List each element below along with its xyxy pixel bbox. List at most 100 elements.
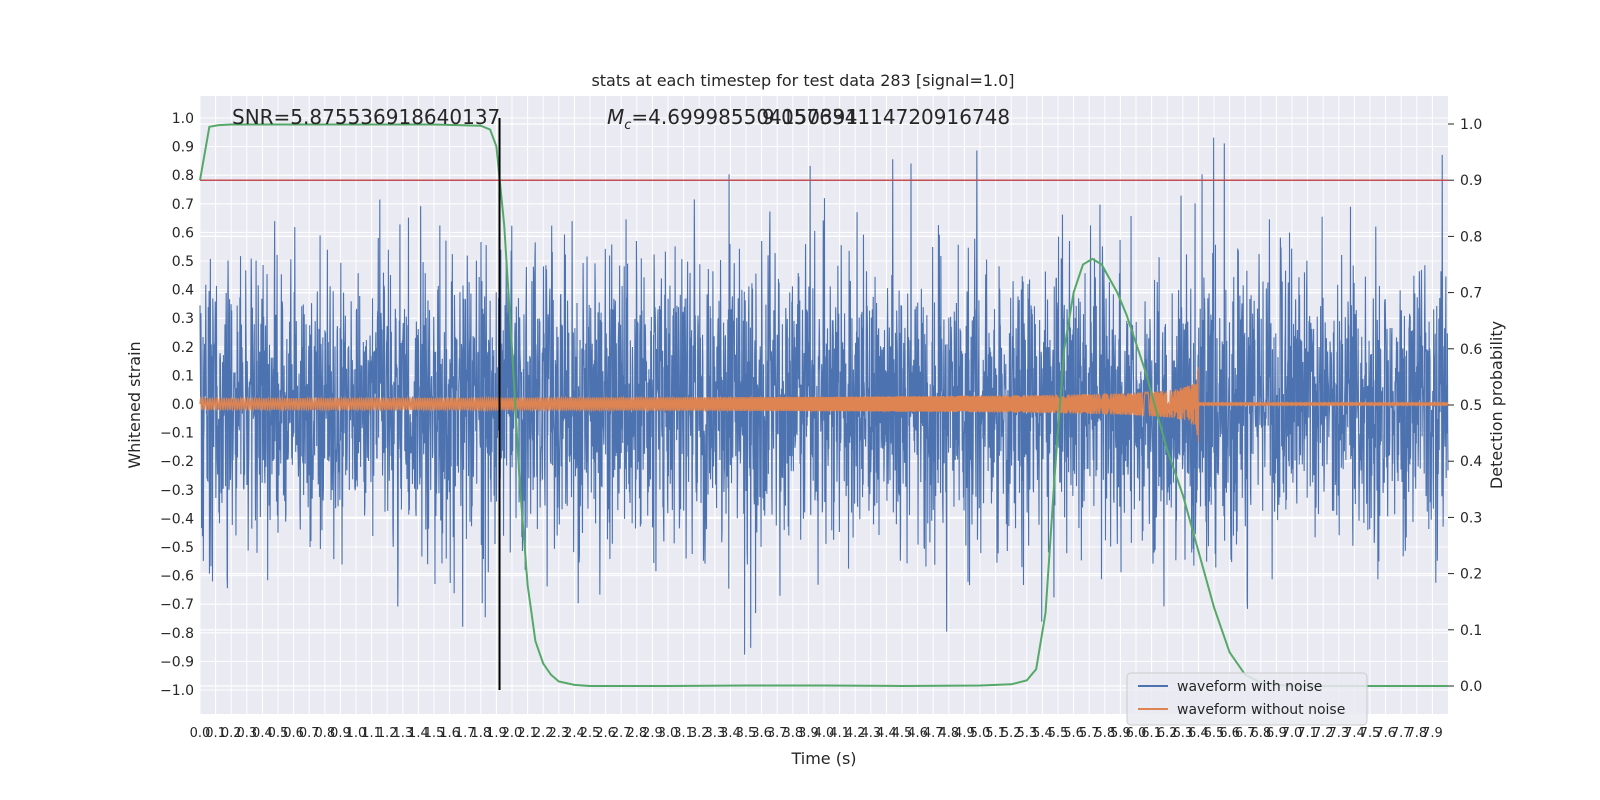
x-tick-label: 1.0 (346, 726, 367, 741)
x-tick-label: 2.6 (595, 726, 616, 741)
x-tick-label: 5.5 (1048, 726, 1069, 741)
x-tick-label: 4.5 (892, 726, 913, 741)
x-tick-label: 6.1 (1141, 726, 1162, 741)
x-tick-label: 6.8 (1250, 726, 1271, 741)
y-right-tick-label: 0.5 (1460, 398, 1482, 414)
x-tick-label: 2.2 (533, 726, 554, 741)
x-axis-label: Time (s) (790, 749, 856, 768)
x-tick-label: 1.1 (361, 726, 382, 741)
y-right-tick-label: 0.8 (1460, 229, 1482, 245)
x-tick-label: 5.2 (1001, 726, 1022, 741)
x-tick-label: 6.9 (1266, 726, 1287, 741)
x-tick-label: 7.9 (1422, 726, 1443, 741)
x-tick-label: 2.3 (548, 726, 569, 741)
y-left-tick-label: −0.2 (160, 454, 194, 470)
x-tick-label: 7.4 (1344, 726, 1365, 741)
y-left-tick-label: 0.2 (172, 340, 194, 356)
x-tick-label: 0.2 (221, 726, 242, 741)
y-right-tick-label: 0.2 (1460, 567, 1482, 583)
x-tick-label: 2.4 (564, 726, 585, 741)
x-tick-label: 0.9 (330, 726, 351, 741)
x-tick-label: 4.4 (876, 726, 897, 741)
x-tick-label: 4.0 (814, 726, 835, 741)
x-tick-label: 0.5 (268, 726, 289, 741)
x-tick-label: 5.4 (1032, 726, 1053, 741)
x-tick-label: 4.9 (954, 726, 975, 741)
x-tick-label: 4.6 (907, 726, 928, 741)
x-tick-label: 0.6 (283, 726, 304, 741)
x-tick-label: 3.5 (736, 726, 757, 741)
x-tick-label: 1.6 (439, 726, 460, 741)
y-left-tick-label: 0.1 (172, 368, 194, 384)
x-tick-label: 3.0 (658, 726, 679, 741)
x-tick-label: 3.3 (704, 726, 725, 741)
series-layer (199, 137, 1449, 655)
x-tick-label: 6.2 (1157, 726, 1178, 741)
y-right-tick-label: 0.1 (1460, 623, 1482, 639)
x-tick-label: 0.7 (299, 726, 320, 741)
legend: waveform with noise waveform without noi… (1126, 672, 1368, 726)
x-tick-label: 4.8 (938, 726, 959, 741)
x-tick-label: 5.1 (985, 726, 1006, 741)
x-tick-label: 2.8 (626, 726, 647, 741)
x-tick-label: 7.6 (1375, 726, 1396, 741)
y-axis-right-label: Detection probability (1487, 321, 1506, 489)
y-left-tick-label: −1.0 (160, 683, 194, 699)
y-left-tick-label: −0.7 (160, 597, 194, 613)
y-left-tick-label: 1.0 (172, 111, 194, 127)
chirp-mass-value: =4.699985504150391 (631, 105, 858, 129)
x-tick-label: 2.7 (611, 726, 632, 741)
y-right-tick-label: 0.9 (1460, 173, 1482, 189)
x-tick-label: 1.9 (486, 726, 507, 741)
chirp-mass-annotation: Mc=4.699985504150391 (607, 105, 858, 133)
x-tick-label: 0.0 (190, 726, 211, 741)
x-tick-label: 2.0 (502, 726, 523, 741)
x-tick-label: 1.8 (470, 726, 491, 741)
y-left-tick-label: −0.5 (160, 540, 194, 556)
legend-label-noise: waveform with noise (1177, 679, 1322, 695)
x-tick-label: 2.9 (642, 726, 663, 741)
legend-label-clean: waveform without noise (1177, 702, 1345, 718)
x-tick-label: 6.0 (1126, 726, 1147, 741)
x-tick-label: 5.3 (1016, 726, 1037, 741)
chirp-mass-subscript: c (624, 118, 631, 133)
y-left-tick-label: 0.0 (172, 397, 194, 413)
x-tick-label: 5.8 (1094, 726, 1115, 741)
x-tick-label: 0.1 (205, 726, 226, 741)
x-tick-label: 0.3 (236, 726, 257, 741)
x-tick-label: 5.7 (1079, 726, 1100, 741)
x-tick-label: 3.2 (689, 726, 710, 741)
x-tick-label: 1.3 (392, 726, 413, 741)
snr-annotation: SNR=5.875536918640137 (232, 105, 500, 129)
y-left-tick-label: −0.9 (160, 654, 194, 670)
y-right-tick-label: 0.3 (1460, 510, 1482, 526)
x-tick-label: 6.6 (1219, 726, 1240, 741)
x-tick-label: 5.6 (1063, 726, 1084, 741)
y-left-tick-label: 0.5 (172, 254, 194, 270)
y-right-tick-label: 0.7 (1460, 286, 1482, 302)
x-tick-label: 3.9 (798, 726, 819, 741)
x-tick-label: 6.4 (1188, 726, 1209, 741)
x-tick-label: 7.7 (1391, 726, 1412, 741)
x-tick-label: 1.2 (377, 726, 398, 741)
x-tick-label: 4.3 (860, 726, 881, 741)
y-left-tick-label: 0.8 (172, 168, 194, 184)
x-tick-label: 1.4 (408, 726, 429, 741)
ticks-layer: 1.00.90.80.70.60.50.40.30.20.10.0−0.1−0.… (160, 111, 1482, 741)
x-tick-label: 7.5 (1360, 726, 1381, 741)
y-left-tick-label: −0.6 (160, 569, 194, 585)
x-tick-label: 4.1 (829, 726, 850, 741)
y-left-tick-label: −0.8 (160, 626, 194, 642)
y-left-tick-label: 0.3 (172, 311, 194, 327)
x-tick-label: 7.2 (1313, 726, 1334, 741)
y-right-tick-label: 0.6 (1460, 342, 1482, 358)
y-right-tick-label: 0.4 (1460, 454, 1482, 470)
x-tick-label: 4.7 (923, 726, 944, 741)
chirp-mass-symbol: M (607, 105, 624, 129)
x-tick-label: 3.6 (751, 726, 772, 741)
x-tick-label: 5.9 (1110, 726, 1131, 741)
series-waveform-without-noise (199, 367, 1449, 442)
overlapping-annotation: 9.057634114720916748 (762, 105, 1010, 129)
x-tick-label: 5.0 (970, 726, 991, 741)
x-tick-label: 7.3 (1328, 726, 1349, 741)
